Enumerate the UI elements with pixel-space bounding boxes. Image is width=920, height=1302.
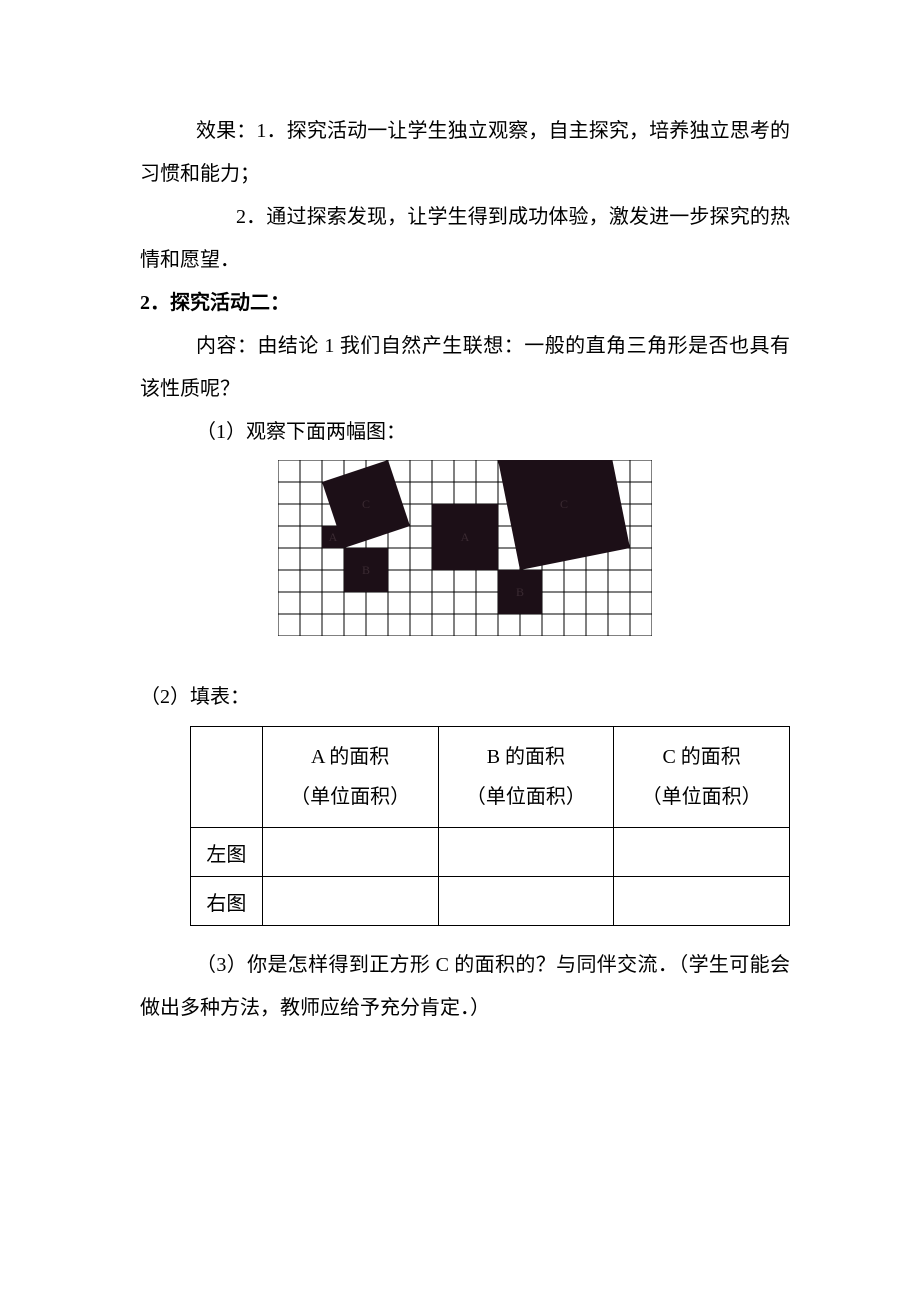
grid-figure: C A B C A B bbox=[278, 460, 652, 636]
paragraph-effect-2: 2．通过探索发现，让学生得到成功体验，激发进一步探究的热情和愿望． bbox=[140, 196, 790, 282]
svg-text:A: A bbox=[461, 530, 470, 544]
table-cell-left-b bbox=[438, 828, 614, 877]
table-header-b-line1: B 的面积 bbox=[487, 746, 565, 768]
table-header-b-line2: （单位面积） bbox=[466, 786, 586, 808]
table-row-label-left: 左图 bbox=[191, 828, 263, 877]
paragraph-step-1: （1）观察下面两幅图： bbox=[140, 411, 790, 454]
figure-container: C A B C A B bbox=[140, 460, 790, 636]
heading-activity-2: 2．探究活动二： bbox=[140, 282, 790, 325]
table-header-a: A 的面积 （单位面积） bbox=[262, 727, 438, 828]
table-header-b: B 的面积 （单位面积） bbox=[438, 727, 614, 828]
svg-text:A: A bbox=[329, 530, 338, 544]
table-cell-left-c bbox=[614, 828, 790, 877]
svg-text:B: B bbox=[362, 563, 370, 577]
table-row: 左图 bbox=[191, 828, 790, 877]
table-cell-left-a bbox=[262, 828, 438, 877]
svg-text:C: C bbox=[362, 497, 370, 511]
paragraph-step-2: （2）填表： bbox=[140, 676, 790, 718]
document-page: 效果：1．探究活动一让学生独立观察，自主探究，培养独立思考的习惯和能力； 2．通… bbox=[0, 0, 920, 1302]
area-table: A 的面积 （单位面积） B 的面积 （单位面积） C 的面积 （单位面积） 左… bbox=[190, 726, 790, 926]
table-header-row: A 的面积 （单位面积） B 的面积 （单位面积） C 的面积 （单位面积） bbox=[191, 727, 790, 828]
table-row-label-right: 右图 bbox=[191, 877, 263, 926]
table-cell-right-b bbox=[438, 877, 614, 926]
table-header-blank bbox=[191, 727, 263, 828]
table-cell-right-a bbox=[262, 877, 438, 926]
table-header-a-line1: A 的面积 bbox=[311, 746, 389, 768]
table-header-c-line1: C 的面积 bbox=[662, 746, 740, 768]
table-row: 右图 bbox=[191, 877, 790, 926]
svg-text:B: B bbox=[516, 585, 524, 599]
paragraph-content: 内容：由结论 1 我们自然产生联想：一般的直角三角形是否也具有该性质呢？ bbox=[140, 325, 790, 411]
svg-text:C: C bbox=[560, 497, 568, 511]
table-header-a-line2: （单位面积） bbox=[290, 786, 410, 808]
table-header-c: C 的面积 （单位面积） bbox=[614, 727, 790, 828]
table-header-c-line2: （单位面积） bbox=[642, 786, 762, 808]
table-cell-right-c bbox=[614, 877, 790, 926]
paragraph-step-3: （3）你是怎样得到正方形 C 的面积的？与同伴交流．（学生可能会做出多种方法，教… bbox=[140, 944, 790, 1030]
paragraph-effect-1: 效果：1．探究活动一让学生独立观察，自主探究，培养独立思考的习惯和能力； bbox=[140, 110, 790, 196]
